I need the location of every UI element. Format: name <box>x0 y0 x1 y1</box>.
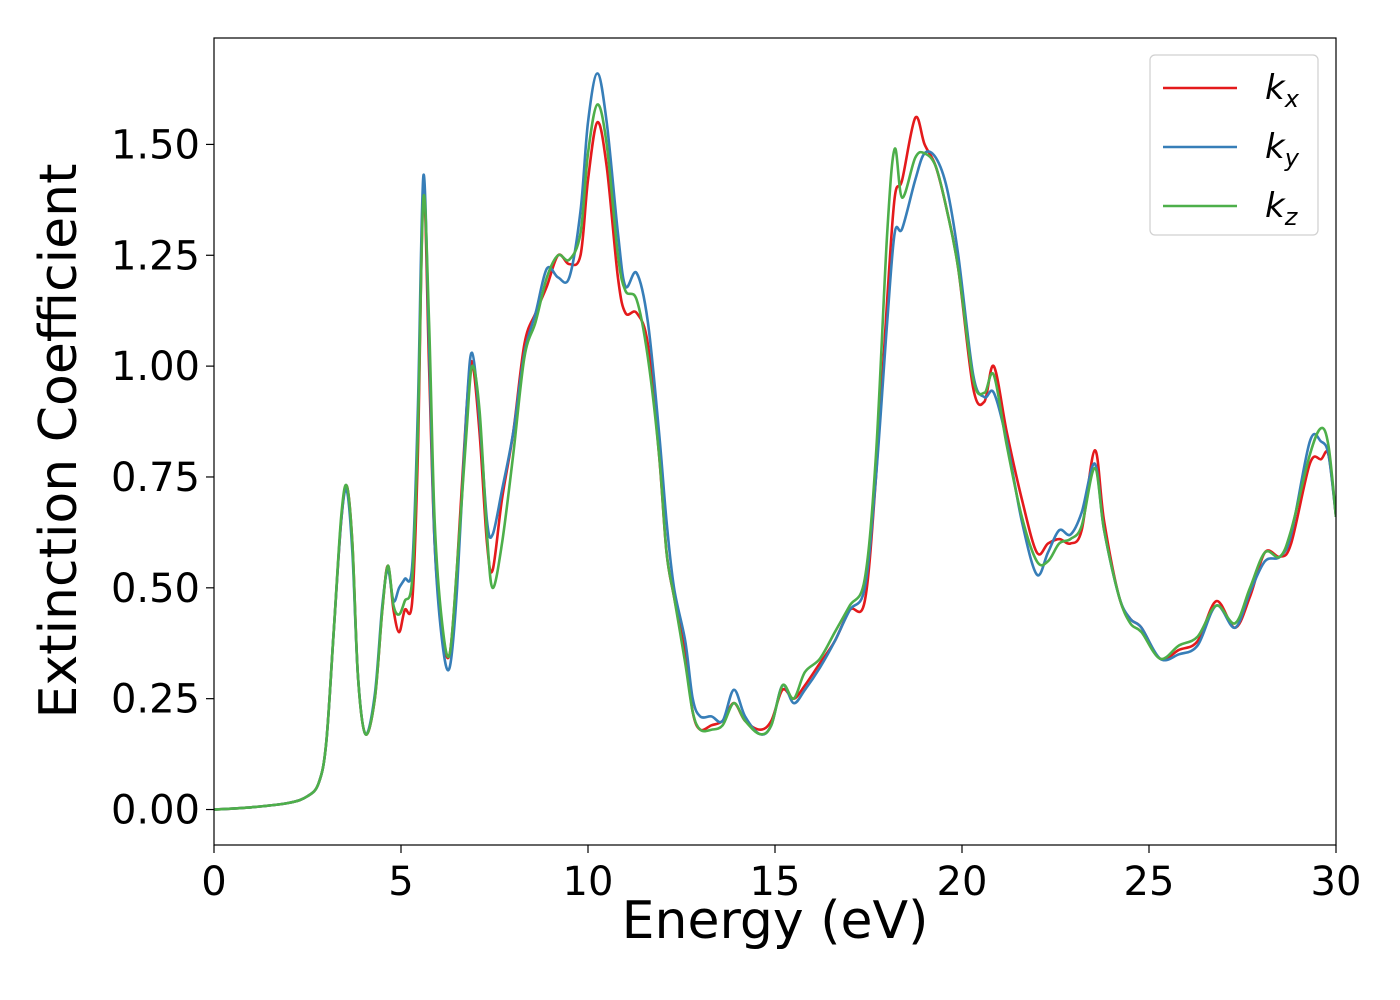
y-tick-label: 0.25 <box>111 677 200 723</box>
y-tick-label: 1.50 <box>111 122 200 168</box>
line <box>214 72 1336 811</box>
line <box>214 103 1336 811</box>
x-tick-label: 15 <box>750 859 801 905</box>
legend-label: kx <box>1265 68 1300 113</box>
x-tick-label: 20 <box>937 859 988 905</box>
legend-label: kz <box>1265 186 1299 231</box>
x-tick-label: 25 <box>1124 859 1175 905</box>
legend: kx ky kz <box>1149 54 1319 236</box>
y-tick-label: 0.75 <box>111 455 200 501</box>
x-tick-label: 10 <box>563 859 614 905</box>
y-tick-label: 0.00 <box>111 788 200 834</box>
plot-frame <box>213 37 1337 846</box>
legend-box <box>1149 54 1319 236</box>
x-tick-label: 30 <box>1311 859 1362 905</box>
legend-label: ky <box>1265 127 1300 172</box>
x-tick-label: 5 <box>388 859 413 905</box>
y-tick-label: 0.50 <box>111 566 200 612</box>
x-tick-label: 0 <box>201 859 226 905</box>
y-tick-label: 1.00 <box>111 344 200 390</box>
y-axis-label: Extinction Coefficient <box>29 164 89 719</box>
y-tick-label: 1.25 <box>111 233 200 279</box>
x-axis-label: Energy (eV) <box>622 891 929 951</box>
